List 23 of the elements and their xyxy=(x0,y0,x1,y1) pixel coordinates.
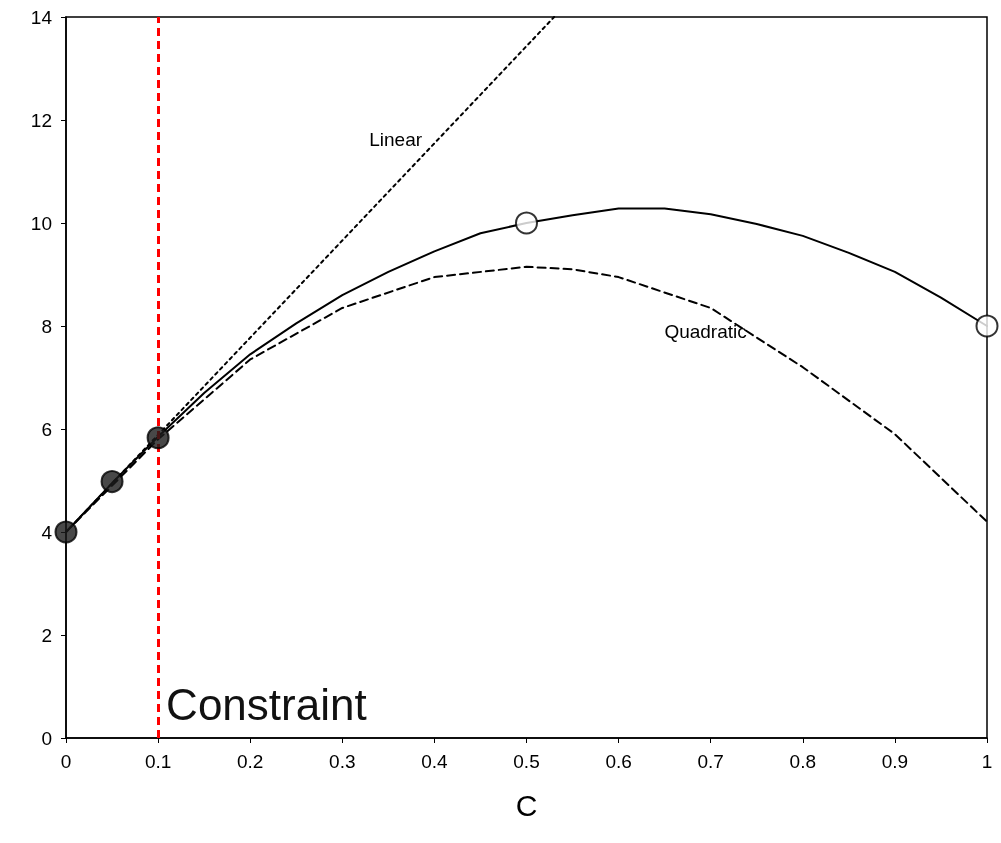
x-tick-label: 0.6 xyxy=(605,751,632,772)
y-tick-label: 0 xyxy=(41,727,52,749)
y-tick-label: 14 xyxy=(30,6,53,28)
x-tick-label: 0.8 xyxy=(789,751,817,772)
x-tick-label: 0.1 xyxy=(144,751,172,772)
series-label: Linear xyxy=(369,129,423,151)
y-tick-label: 4 xyxy=(41,521,53,543)
y-tick-label: 2 xyxy=(41,624,52,646)
x-tick-label: 0.2 xyxy=(236,751,264,772)
x-tick-label: 0.9 xyxy=(881,751,909,772)
y-tick-label: 6 xyxy=(41,418,52,440)
y-tick-label: 10 xyxy=(30,212,52,234)
x-tick-label: 0.3 xyxy=(329,751,356,772)
x-tick-label: 0 xyxy=(60,751,72,772)
x-axis-title: C xyxy=(515,788,538,822)
x-tick-label: 0.5 xyxy=(513,751,540,772)
y-tick-label: 12 xyxy=(30,109,52,131)
x-tick-label: 0.4 xyxy=(421,751,449,772)
x-tick-label: 1 xyxy=(981,751,993,772)
ref-line-label: Constraint xyxy=(166,679,367,729)
x-tick-label: 0.7 xyxy=(697,751,724,772)
series-label: Quadratic xyxy=(664,321,747,343)
y-tick-label: 8 xyxy=(41,315,52,337)
